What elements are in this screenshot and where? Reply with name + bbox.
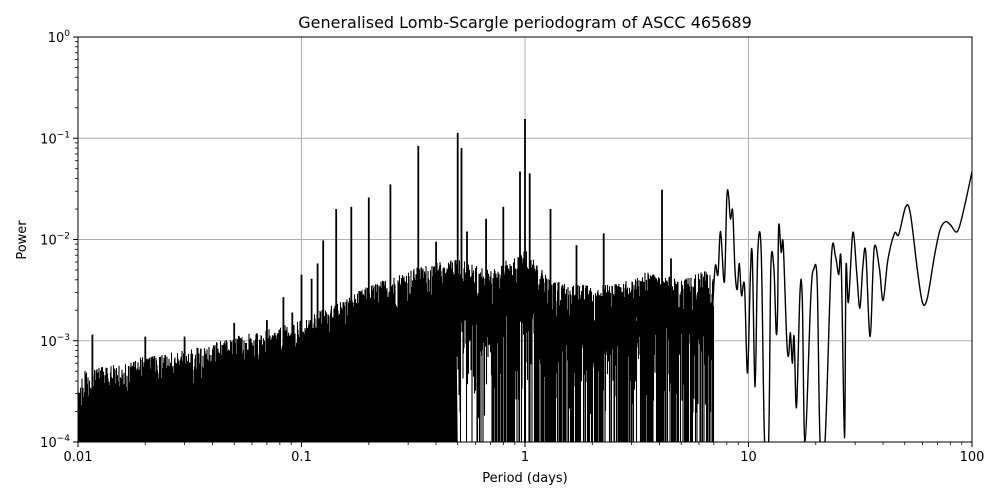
y-tick-label: 10−4: [40, 434, 70, 451]
y-axis: 10−4 10−3 10−2 10−1 100: [40, 29, 78, 451]
y-tick-label: 10−3: [40, 333, 70, 350]
y-tick-label: 100: [48, 29, 71, 46]
x-axis-label: Period (days): [482, 471, 568, 486]
x-tick-label: 0.1: [291, 450, 312, 465]
y-tick-label: 10−2: [40, 232, 70, 249]
periodogram-peaks: [91, 119, 672, 409]
plot-area: [78, 119, 972, 442]
x-tick-label: 10: [740, 450, 757, 465]
x-tick-label: 100: [960, 450, 985, 465]
noise-floor-fill: [78, 293, 458, 442]
y-axis-label: Power: [15, 220, 30, 260]
x-tick-label: 0.01: [64, 450, 93, 465]
periodogram-series: [78, 119, 972, 442]
chart-title: Generalised Lomb-Scargle periodogram of …: [298, 13, 752, 32]
x-axis: 0.01 0.1 1 10 100: [64, 442, 985, 465]
y-tick-label: 10−1: [40, 130, 70, 147]
x-tick-label: 1: [521, 450, 529, 465]
periodogram-smooth-curve: [711, 171, 972, 442]
